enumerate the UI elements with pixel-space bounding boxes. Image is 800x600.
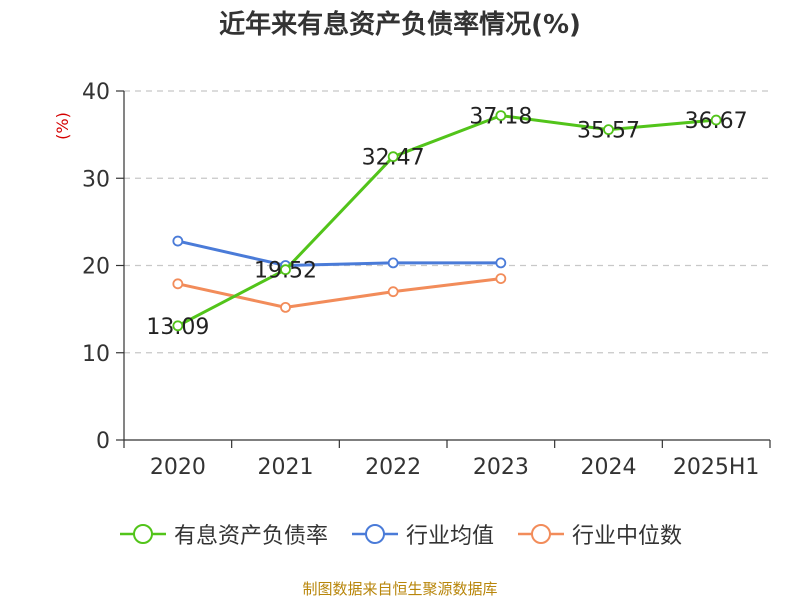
series-line	[177, 277, 502, 309]
legend-label: 行业中位数	[572, 524, 683, 549]
x-tick-label: 2021	[258, 455, 314, 480]
series-point	[172, 278, 184, 290]
y-tick-label: 10	[82, 342, 110, 367]
x-tick-label: 2025H1	[673, 455, 760, 480]
series-point	[495, 273, 507, 284]
series-line	[177, 239, 501, 267]
series-point	[387, 286, 399, 298]
data-labels: 13.09 19.52 32.47 37.18 35.57 36.67	[146, 105, 747, 340]
series-point	[495, 257, 507, 269]
series-point	[603, 124, 614, 136]
legend-item[interactable]: 行业均值	[350, 518, 494, 550]
x-tick-label: 2024	[581, 455, 637, 480]
data-label: 32.47	[362, 146, 425, 171]
series-point	[172, 320, 184, 332]
axes: 0 10 20 30 40 2020 2021 2022 2023 2024 2025H1 (%)	[53, 80, 771, 480]
x-tick-label: 2020	[150, 455, 206, 480]
y-tick-label: 0	[96, 429, 110, 454]
legend-swatch-marker	[531, 524, 551, 544]
series-point	[280, 301, 291, 313]
data-label: 37.18	[469, 105, 532, 130]
data-label: 35.57	[577, 119, 640, 144]
y-tick-label: 30	[82, 167, 110, 192]
x-tick-label: 2022	[365, 455, 421, 480]
legend-item[interactable]: 有息资产负债率	[118, 518, 328, 550]
legend-swatch-marker	[132, 524, 153, 544]
legend-swatch-icon	[119, 524, 166, 544]
y-tick-label: 20	[82, 255, 110, 280]
y-axis-label: (%)	[53, 112, 72, 140]
series-point	[387, 257, 399, 269]
y-tick-label: 40	[82, 80, 110, 105]
data-label: 13.09	[146, 315, 209, 340]
legend-swatch-icon	[351, 524, 398, 544]
series-point	[280, 264, 291, 276]
x-tick-label: 2023	[473, 455, 529, 480]
data-label: 36.67	[685, 109, 748, 134]
grid-lines	[124, 90, 770, 354]
legend-swatch-icon	[518, 524, 564, 544]
legend-item[interactable]: 行业中位数	[516, 518, 682, 550]
series-point	[710, 114, 722, 126]
chart-legend: 有息资产负债率 行业均值 行业中位数	[0, 518, 800, 550]
series-line	[177, 114, 717, 328]
series-point	[172, 235, 184, 247]
series-point	[495, 110, 507, 122]
series-group	[172, 110, 722, 332]
legend-label: 有息资产负债率	[173, 524, 328, 549]
source-note: 制图数据来自恒生聚源数据库	[302, 580, 498, 598]
legend-label: 行业均值	[405, 524, 494, 549]
data-label: 19.52	[254, 259, 317, 284]
series-point	[387, 151, 399, 163]
legend-swatch-marker	[364, 524, 385, 544]
chart-title: 近年来有息资产负债率情况(%)	[219, 10, 581, 40]
